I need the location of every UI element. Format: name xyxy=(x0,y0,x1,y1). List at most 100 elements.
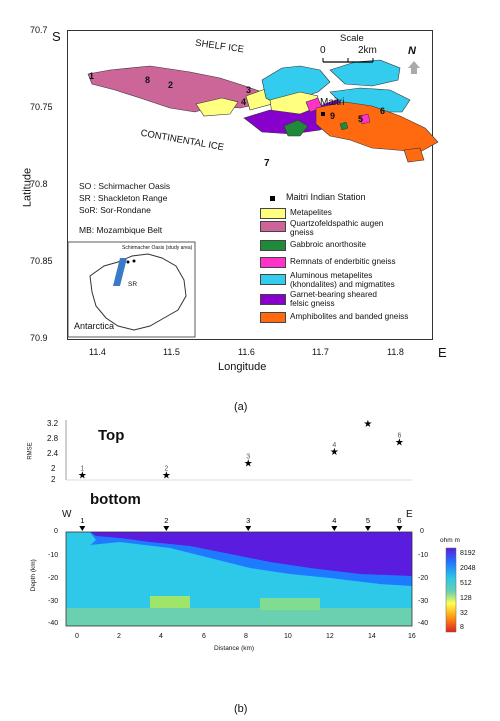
caption-a: (a) xyxy=(234,401,248,413)
inset-study-area: Schirmacher Oasis (study area) xyxy=(122,245,193,251)
north-arrow-icon xyxy=(408,61,420,74)
site-number: 8 xyxy=(145,75,151,85)
inset-sr: SR xyxy=(128,281,138,288)
legend-label: Maitri Indian Station xyxy=(286,192,366,202)
site-marker-label: 1 xyxy=(80,516,84,525)
map-corner-label: S xyxy=(52,29,61,44)
layer-green-patch xyxy=(150,596,190,608)
distance-tick: 14 xyxy=(368,633,376,640)
legend-label: Aluminous metapelites (khondalites) and … xyxy=(290,271,395,289)
map-legend: Maitri Indian Station Metapelites Quartz… xyxy=(260,190,430,330)
depth-tick: 0 xyxy=(54,528,58,535)
depth-tick-right: 0 xyxy=(420,528,424,535)
top-label: Top xyxy=(98,427,125,444)
y-tick: 70.7 xyxy=(30,25,48,35)
gabbroic-unit xyxy=(283,119,309,137)
layer-green-patch xyxy=(260,598,320,610)
distance-tick: 10 xyxy=(284,633,292,640)
distance-tick: 6 xyxy=(202,633,206,640)
map-x-axis-label: Longitude xyxy=(218,361,267,373)
maitri-station-marker xyxy=(321,112,325,116)
legend-label: Remnats of enderbitic gneiss xyxy=(290,257,396,266)
legend-swatch xyxy=(260,221,286,232)
legend-swatch xyxy=(260,257,286,268)
gabbroic-unit xyxy=(339,121,349,131)
site-number: 5 xyxy=(358,114,364,124)
y-tick: 70.9 xyxy=(30,333,48,343)
site-marker-label: 3 xyxy=(246,516,250,525)
distance-tick: 2 xyxy=(117,633,121,640)
site-marker-label: 4 xyxy=(332,516,336,525)
depth-axis-label: Depth (km) xyxy=(29,559,37,592)
colorbar-tick: 512 xyxy=(460,580,472,587)
distance-tick: 16 xyxy=(408,633,416,640)
layer-purple xyxy=(90,532,412,576)
rmse-y-tick: 2 xyxy=(51,475,56,484)
amphibolite-unit xyxy=(315,101,439,153)
legend-label: Quartzofeldspathic augen gneiss xyxy=(290,219,384,237)
site-number: 6 xyxy=(380,106,386,116)
site-number: 1 xyxy=(89,71,95,81)
distance-tick: 12 xyxy=(326,633,334,640)
distance-tick: 0 xyxy=(75,633,79,640)
station-swatch xyxy=(270,196,275,201)
distance-tick: 4 xyxy=(159,633,163,640)
colorbar-tick: 32 xyxy=(460,610,468,617)
section-frame xyxy=(65,531,413,627)
distance-axis-label: Distance (km) xyxy=(214,645,255,652)
rmse-y-tick: 2.4 xyxy=(47,449,59,458)
depth-tick-right: -40 xyxy=(418,620,429,627)
colorbar-unit: ohm m xyxy=(440,537,460,544)
caption-b: (b) xyxy=(234,703,248,715)
rmse-point-label: 6 xyxy=(397,433,401,440)
abbreviation: SO : Schirmacher Oasis xyxy=(79,181,171,191)
rmse-y-tick: 3.2 xyxy=(47,419,59,428)
rmse-y-tick: 2 xyxy=(51,464,56,473)
site-marker-label: 5 xyxy=(366,516,370,525)
rmse-point: ★ xyxy=(395,438,404,449)
colorbar xyxy=(445,547,457,633)
geology-map xyxy=(67,58,439,338)
mt-panel: ★1★2★3★4★5★6 RMSE 3.2 2.8 2.4 2 2 Top bo… xyxy=(0,420,500,721)
scale-km: 2km xyxy=(358,45,377,56)
rmse-point: ★ xyxy=(78,470,87,481)
site-number: 3 xyxy=(246,85,252,95)
site-marker xyxy=(396,526,403,531)
maitri-label: Maitri xyxy=(320,97,345,108)
legend-label: Garnet-bearing sheared felsic gneiss xyxy=(290,290,377,308)
rmse-point-label: 1 xyxy=(80,465,84,472)
colorbar-tick: 8192 xyxy=(460,550,476,557)
legend-swatch xyxy=(260,208,286,219)
amphibolite-unit xyxy=(403,147,425,163)
legend-label: Metapelites xyxy=(290,208,332,217)
enderbitic-unit xyxy=(359,113,371,125)
colorbar-tick: 8 xyxy=(460,624,464,631)
legend-swatch xyxy=(260,274,286,285)
depth-tick: -30 xyxy=(48,598,59,605)
depth-tick-right: -30 xyxy=(418,598,429,605)
rmse-point: ★ xyxy=(244,459,253,470)
east-label: E xyxy=(406,509,413,520)
resistivity-section: 1 2 3 4 5 6 xyxy=(65,516,457,633)
y-tick: 70.8 xyxy=(30,179,48,189)
abbreviation: MB: Mozambique Belt xyxy=(79,225,163,235)
metapelite-patch xyxy=(195,97,239,117)
site-number: 9 xyxy=(330,111,336,121)
scale-zero: 0 xyxy=(320,45,326,56)
depth-tick-right: -20 xyxy=(418,575,429,582)
rmse-point: ★ xyxy=(162,470,171,481)
layer-cyan-shallow xyxy=(66,532,96,570)
bottom-label: bottom xyxy=(90,491,141,508)
y-tick: 70.75 xyxy=(30,102,53,112)
site-marker-label: 6 xyxy=(397,516,401,525)
rmse-point: ★ xyxy=(330,447,339,458)
rmse-y-tick: 2.8 xyxy=(47,434,59,443)
map-frame xyxy=(67,30,433,340)
colorbar-tick: 2048 xyxy=(460,565,476,572)
rmse-point-label: 5 xyxy=(366,420,370,421)
map-panel: S 70.7 70.75 70.8 70.85 70.9 Latitude 11… xyxy=(22,25,447,413)
distance-tick: 8 xyxy=(244,633,248,640)
site-marker-label: 2 xyxy=(164,516,168,525)
x-tick: 11.6 xyxy=(238,347,255,357)
site-number: 2 xyxy=(168,80,174,90)
